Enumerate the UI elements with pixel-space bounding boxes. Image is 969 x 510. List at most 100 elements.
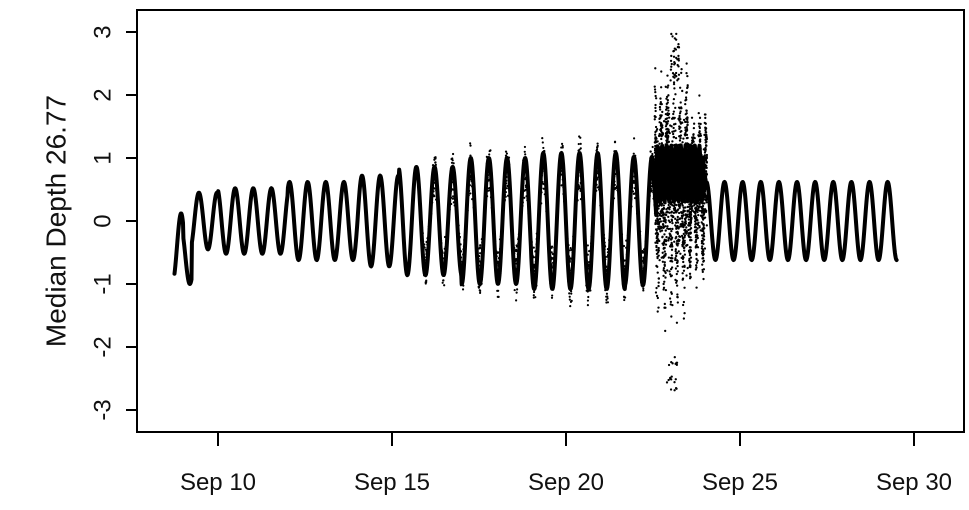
series-point xyxy=(643,248,646,251)
series-point xyxy=(664,229,667,232)
series-point xyxy=(597,172,600,175)
series-point xyxy=(685,152,688,155)
series-point xyxy=(651,155,654,158)
series-point xyxy=(690,146,693,149)
series-point xyxy=(486,176,489,179)
series-point xyxy=(652,170,655,174)
series-point xyxy=(565,229,568,233)
series-point xyxy=(633,197,637,200)
series-point xyxy=(671,197,674,201)
series-point xyxy=(588,249,591,253)
series-point xyxy=(692,188,696,191)
series-point xyxy=(612,165,615,168)
series-point xyxy=(473,200,476,203)
series-point xyxy=(653,118,656,121)
series-point xyxy=(676,251,679,255)
series-point xyxy=(579,160,582,164)
series-point xyxy=(447,219,450,222)
series-point xyxy=(515,269,518,272)
series-point xyxy=(517,243,521,247)
series-point xyxy=(589,289,592,292)
series-point xyxy=(586,268,589,272)
series-point xyxy=(540,202,543,205)
series-point xyxy=(653,85,656,88)
series-point xyxy=(697,213,700,217)
series-point xyxy=(465,221,468,224)
series-point xyxy=(625,246,628,249)
series-point xyxy=(491,216,495,220)
series-point xyxy=(672,112,675,116)
series-point xyxy=(436,205,439,208)
series-point xyxy=(681,204,684,207)
series-point xyxy=(528,229,532,233)
series-point xyxy=(451,188,454,191)
series-point xyxy=(681,174,684,177)
series-point xyxy=(592,218,595,221)
series-point xyxy=(625,239,628,242)
series-point xyxy=(678,235,681,238)
series-point xyxy=(638,224,641,227)
series-point xyxy=(654,166,657,169)
series-point xyxy=(684,185,687,188)
series-point xyxy=(695,192,699,195)
series-point xyxy=(682,232,685,236)
series-point xyxy=(676,218,680,221)
series-point xyxy=(432,186,435,190)
series-point xyxy=(427,234,430,237)
series-point xyxy=(704,135,708,138)
series-point xyxy=(459,284,463,287)
series-point xyxy=(547,237,551,240)
series-point xyxy=(653,212,657,215)
series-point xyxy=(645,234,648,237)
series-point xyxy=(684,214,687,217)
series-point xyxy=(656,241,659,245)
series-point xyxy=(660,210,664,213)
series-point xyxy=(472,176,475,179)
series-point xyxy=(451,164,454,167)
series-point xyxy=(644,275,647,278)
series-point xyxy=(627,233,630,236)
series-point xyxy=(566,253,569,256)
series-point xyxy=(451,174,454,178)
series-point xyxy=(566,260,569,263)
series-point xyxy=(695,286,698,289)
series-point xyxy=(686,266,689,270)
series-point xyxy=(648,200,651,203)
series-point xyxy=(665,105,668,108)
series-point xyxy=(682,166,685,170)
series-point xyxy=(655,252,659,256)
series-point xyxy=(654,125,658,129)
series-point xyxy=(556,191,559,195)
series-point xyxy=(499,241,502,244)
series-point xyxy=(484,186,488,189)
series-point xyxy=(693,164,696,167)
series-point xyxy=(627,241,630,244)
series-point xyxy=(674,106,677,110)
series-point xyxy=(639,254,642,257)
series-point xyxy=(429,208,433,211)
series-point xyxy=(674,197,677,200)
series-point xyxy=(618,208,622,212)
series-point xyxy=(698,167,701,171)
series-point xyxy=(534,296,537,299)
series-point xyxy=(517,237,520,241)
series-point xyxy=(606,251,610,254)
series-point xyxy=(501,224,504,227)
series-point xyxy=(671,72,675,75)
series-point xyxy=(667,239,670,242)
series-point xyxy=(449,176,452,180)
series-point xyxy=(501,215,504,218)
series-point xyxy=(672,98,676,101)
series-point xyxy=(660,86,663,89)
series-point xyxy=(687,146,690,149)
series-point xyxy=(682,199,685,203)
series-point xyxy=(600,213,603,216)
series-point xyxy=(615,150,618,153)
series-point xyxy=(674,248,677,251)
series-point xyxy=(657,284,660,288)
series-point xyxy=(679,136,682,140)
series-point xyxy=(451,197,455,200)
series-point xyxy=(675,284,679,287)
series-point xyxy=(486,195,489,198)
series-point xyxy=(698,205,701,208)
